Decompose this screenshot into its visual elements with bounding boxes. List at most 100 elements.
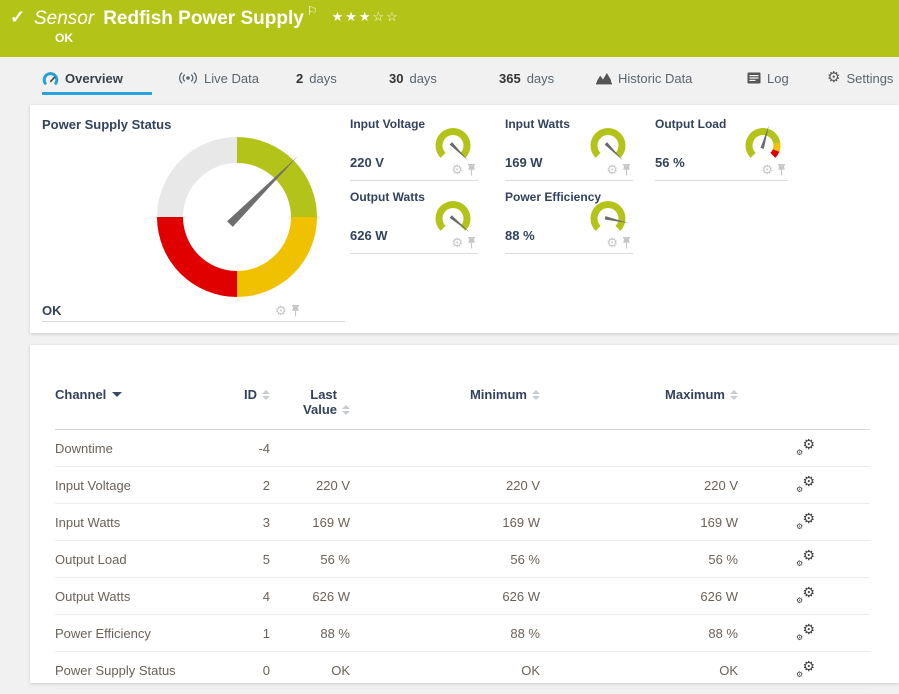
- table-row[interactable]: Output Watts 4 626 W 626 W 626 W ⚙ ⚙: [55, 577, 870, 615]
- active-tab-underline: [42, 92, 152, 95]
- broadcast-icon: [179, 72, 197, 84]
- tab-label: days: [409, 70, 437, 86]
- last-value: OK: [270, 651, 350, 689]
- tab-settings[interactable]: ⚙ Settings: [827, 69, 893, 87]
- column-header-minimum[interactable]: Minimum: [350, 383, 540, 430]
- gauge-tile-controls: ⚙: [451, 235, 476, 250]
- mini-gauge: [590, 200, 629, 231]
- gear-icon[interactable]: ⚙: [451, 162, 463, 177]
- gear-icon: ⚙: [827, 69, 841, 86]
- minimum-value: 88 %: [350, 614, 540, 652]
- channel-gauge-value: 220 V: [350, 155, 384, 170]
- column-header-channel[interactable]: Channel: [55, 383, 220, 430]
- gauge-tile-output-load: Output Load 56 % ⚙: [655, 117, 788, 181]
- table-row[interactable]: Input Watts 3 169 W 169 W 169 W ⚙ ⚙: [55, 503, 870, 541]
- gauge-tile-controls: ⚙: [606, 235, 631, 250]
- tab-number: 365: [499, 70, 521, 86]
- last-value: 169 W: [270, 503, 350, 541]
- gear-icon[interactable]: ⚙: [451, 235, 463, 250]
- sort-desc-icon: [112, 392, 123, 397]
- channel-name[interactable]: Power Efficiency: [55, 614, 220, 652]
- channel-gauge-title: Power Efficiency: [505, 190, 602, 204]
- channel-gauge-title: Input Watts: [505, 117, 570, 131]
- pin-icon[interactable]: [622, 237, 631, 249]
- channel-settings-icon[interactable]: ⚙ ⚙: [796, 436, 815, 457]
- channel-id: 4: [220, 577, 270, 615]
- minimum-value: [350, 429, 540, 467]
- pin-icon[interactable]: [777, 164, 786, 176]
- status-gauge: [157, 137, 317, 297]
- tab-number: 2: [296, 70, 304, 86]
- tab-historic-data[interactable]: Historic Data: [596, 69, 692, 87]
- pin-icon[interactable]: [467, 237, 476, 249]
- priority-stars[interactable]: ★★★☆☆: [331, 9, 400, 24]
- channel-name[interactable]: Power Supply Status: [55, 651, 220, 689]
- channel-name[interactable]: Input Watts: [55, 503, 220, 541]
- channel-gauge-title: Input Voltage: [350, 117, 426, 131]
- tab-log[interactable]: Log: [747, 69, 789, 87]
- channel-gauge-value: 56 %: [655, 155, 685, 170]
- gear-icon[interactable]: ⚙: [275, 303, 287, 318]
- gauge-tile-input-watts: Input Watts 169 W ⚙: [505, 117, 633, 181]
- pin-icon[interactable]: [291, 305, 300, 317]
- table-row[interactable]: Power Efficiency 1 88 % 88 % 88 % ⚙ ⚙: [55, 614, 870, 652]
- minimum-value: 220 V: [350, 466, 540, 504]
- tab-label: Settings: [846, 70, 894, 86]
- minimum-value: 56 %: [350, 540, 540, 578]
- pin-icon[interactable]: [622, 164, 631, 176]
- tab-number: 30: [389, 70, 404, 86]
- channel-settings-icon[interactable]: ⚙ ⚙: [796, 510, 815, 531]
- last-value: 88 %: [270, 614, 350, 652]
- sensor-title-line: Sensor Redfish Power Supply ⚐ ★★★☆☆: [34, 4, 400, 30]
- channel-name[interactable]: Output Watts: [55, 577, 220, 615]
- column-header-maximum[interactable]: Maximum: [540, 383, 738, 430]
- gauge-tile-power-efficiency: Power Efficiency 88 % ⚙: [505, 190, 633, 254]
- gear-icon[interactable]: ⚙: [761, 162, 773, 177]
- gear-icon[interactable]: ⚙: [606, 235, 618, 250]
- table-row[interactable]: Output Load 5 56 % 56 % 56 % ⚙ ⚙: [55, 540, 870, 578]
- minimum-value: 169 W: [350, 503, 540, 541]
- maximum-value: 169 W: [540, 503, 738, 541]
- column-header-actions: [738, 383, 870, 430]
- flag-icon[interactable]: ⚐: [306, 4, 318, 18]
- gear-icon[interactable]: ⚙: [606, 162, 618, 177]
- channel-gauge-value: 169 W: [505, 155, 543, 170]
- sort-icon: [342, 405, 350, 415]
- minimum-value: 626 W: [350, 577, 540, 615]
- tab-live-data[interactable]: Live Data: [178, 69, 259, 87]
- pin-icon[interactable]: [467, 164, 476, 176]
- divider: [42, 321, 345, 322]
- channel-settings-icon[interactable]: ⚙ ⚙: [796, 547, 815, 568]
- channel-id: 2: [220, 466, 270, 504]
- object-kind-label: Sensor: [34, 8, 95, 29]
- last-value: 56 %: [270, 540, 350, 578]
- channel-name[interactable]: Downtime: [55, 429, 220, 467]
- maximum-value: [540, 429, 738, 467]
- channel-name[interactable]: Output Load: [55, 540, 220, 578]
- channels-table: Channel ID Last Value Minimum Maximum Do…: [55, 383, 870, 689]
- last-value: 626 W: [270, 577, 350, 615]
- sort-icon: [262, 390, 270, 400]
- table-row[interactable]: Input Voltage 2 220 V 220 V 220 V ⚙ ⚙: [55, 466, 870, 504]
- channel-id: 1: [220, 614, 270, 652]
- sort-icon: [532, 390, 540, 400]
- tab-30-days[interactable]: 30 days: [389, 69, 437, 87]
- table-row[interactable]: Downtime -4 ⚙ ⚙: [55, 429, 870, 467]
- column-header-id[interactable]: ID: [220, 383, 270, 430]
- channel-settings-icon[interactable]: ⚙ ⚙: [796, 621, 815, 642]
- channel-settings-icon[interactable]: ⚙ ⚙: [796, 473, 815, 494]
- mini-gauge: [590, 127, 626, 161]
- channel-settings-icon[interactable]: ⚙ ⚙: [796, 584, 815, 605]
- tab-365-days[interactable]: 365 days: [499, 69, 554, 87]
- log-icon: [747, 72, 761, 84]
- tab-2-days[interactable]: 2 days: [296, 69, 337, 87]
- column-header-last-value[interactable]: Last Value: [270, 383, 350, 430]
- page-title: Redfish Power Supply: [103, 8, 304, 29]
- tab-label: Live Data: [204, 70, 259, 86]
- tab-overview[interactable]: Overview: [42, 69, 123, 87]
- table-row[interactable]: Power Supply Status 0 OK OK OK ⚙ ⚙: [55, 651, 870, 689]
- chart-icon: [596, 72, 612, 84]
- channel-settings-icon[interactable]: ⚙ ⚙: [796, 658, 815, 679]
- channel-name[interactable]: Input Voltage: [55, 466, 220, 504]
